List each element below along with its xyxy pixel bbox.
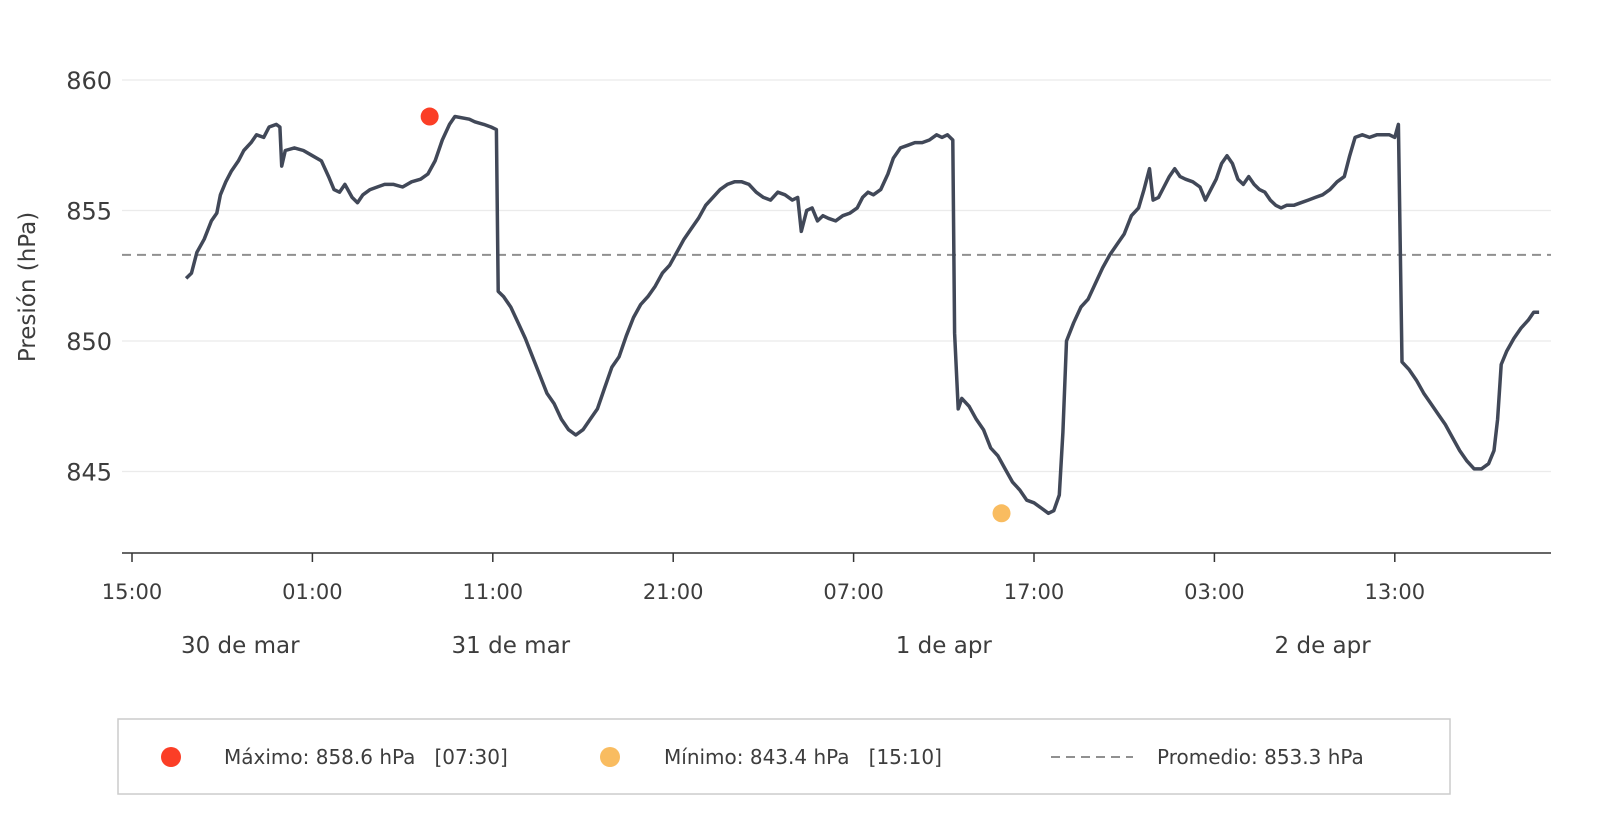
x-tick-label-7: 13:00: [1365, 580, 1426, 604]
gridlines: [122, 79, 1551, 473]
max-point-marker: [420, 107, 439, 126]
y-tick-label-860: 860: [66, 67, 112, 95]
legend-box: [117, 718, 1451, 795]
y-axis-label: Presión (hPa): [15, 212, 41, 362]
legend-min-label: Mínimo: 843.4 hPa [15:10]: [664, 745, 942, 769]
pressure-series-line: [184, 114, 1540, 516]
x-tick-label-2: 11:00: [463, 580, 524, 604]
x-axis-ticks: 15:00 01:00 11:00 21:00 07:00 17:00 03:00 13:00: [102, 553, 1425, 604]
min-point-marker: [992, 504, 1011, 523]
y-axis-ticks: 845 850 855 860: [66, 67, 112, 487]
legend: Máximo: 858.6 hPa [07:30] Mínimo: 843.4 …: [117, 718, 1451, 795]
date-label-1: 31 de mar: [452, 633, 571, 659]
x-tick-label-0: 15:00: [102, 580, 163, 604]
date-label-0: 30 de mar: [181, 633, 300, 659]
legend-max-label: Máximo: 858.6 hPa [07:30]: [224, 745, 508, 769]
legend-max-marker: [161, 747, 181, 767]
legend-min-marker: [600, 747, 620, 767]
x-tick-label-4: 07:00: [823, 580, 884, 604]
y-tick-label-845: 845: [66, 459, 112, 487]
date-label-3: 2 de apr: [1275, 633, 1372, 659]
y-tick-label-855: 855: [66, 198, 112, 226]
x-axis-date-labels: 30 de mar 31 de mar 1 de apr 2 de apr: [181, 633, 1371, 659]
x-tick-label-3: 21:00: [643, 580, 704, 604]
date-label-2: 1 de apr: [896, 633, 993, 659]
x-tick-label-5: 17:00: [1004, 580, 1065, 604]
x-tick-label-6: 03:00: [1184, 580, 1245, 604]
y-tick-label-850: 850: [66, 328, 112, 356]
legend-mean-label: Promedio: 853.3 hPa: [1157, 745, 1364, 769]
x-tick-label-1: 01:00: [282, 580, 343, 604]
